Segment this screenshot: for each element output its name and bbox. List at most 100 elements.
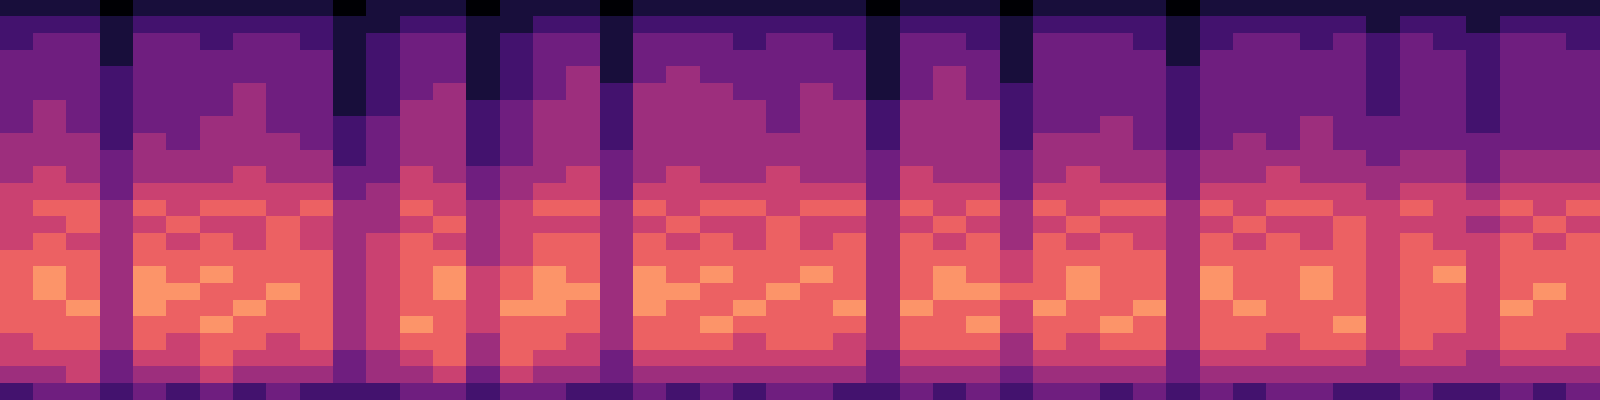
cell [1500,50,1533,66]
cell [466,316,500,333]
cell [1300,33,1333,50]
cell [733,283,766,300]
cell [166,100,200,116]
cell [533,66,566,83]
cell [166,16,200,33]
cell [400,116,433,133]
cell [200,250,233,266]
cell [500,133,533,150]
cell [1166,150,1200,166]
cell [166,216,200,233]
cell [900,300,933,316]
cell [0,50,33,66]
cell [533,216,566,233]
cell [966,66,1000,83]
cell [1066,300,1100,316]
cell [166,150,200,166]
cell [866,100,900,116]
cell [133,250,166,266]
cell [1100,216,1133,233]
cell [966,233,1000,250]
cell [300,300,333,316]
cell [233,200,266,216]
cell [1200,83,1233,100]
cell [1400,50,1433,66]
cell [866,200,900,216]
cell [1566,66,1600,83]
cell [1166,33,1200,50]
cell [400,350,433,366]
cell [1333,316,1366,333]
cell [166,33,200,50]
cell [433,233,466,250]
cell [300,50,333,66]
cell [1033,133,1066,150]
cell [566,183,600,200]
cell [100,0,133,16]
cell [900,250,933,266]
cell [566,0,600,16]
cell [300,233,333,250]
cell [1366,366,1400,383]
cell [1166,233,1200,250]
cell [566,166,600,183]
cell [966,283,1000,300]
cell [333,33,366,50]
cell [333,200,366,216]
cell [666,283,700,300]
cell [1066,166,1100,183]
cell [200,0,233,16]
cell [1533,233,1566,250]
cell [433,250,466,266]
cell [1200,300,1233,316]
cell [633,316,666,333]
cell [0,33,33,50]
cell [566,66,600,83]
cell [366,266,400,283]
cell [66,183,100,200]
cell [1300,200,1333,216]
cell [1433,183,1466,200]
cell [500,266,533,283]
cell [900,316,933,333]
cell [1266,350,1300,366]
cell [33,33,66,50]
cell [0,283,33,300]
cell [733,166,766,183]
cell [666,216,700,233]
cell [833,50,866,66]
cell [66,100,100,116]
cell [766,300,800,316]
cell [500,350,533,366]
cell [400,383,433,400]
cell [233,133,266,150]
cell [1000,266,1033,283]
cell [1566,200,1600,216]
cell [866,33,900,50]
cell [1400,183,1433,200]
cell [533,333,566,350]
cell [1066,133,1100,150]
cell [766,16,800,33]
cell [733,350,766,366]
cell [1100,133,1133,150]
cell [666,333,700,350]
cell [366,133,400,150]
cell [433,333,466,350]
cell [800,16,833,33]
cell [333,150,366,166]
cell [766,133,800,150]
cell [1466,0,1500,16]
cell [300,66,333,83]
cell [400,316,433,333]
cell [733,183,766,200]
cell [433,283,466,300]
cell [966,100,1000,116]
cell [1166,183,1200,200]
cell [933,333,966,350]
cell [1533,300,1566,316]
cell [1366,100,1400,116]
cell [966,50,1000,66]
cell [900,150,933,166]
cell [500,16,533,33]
